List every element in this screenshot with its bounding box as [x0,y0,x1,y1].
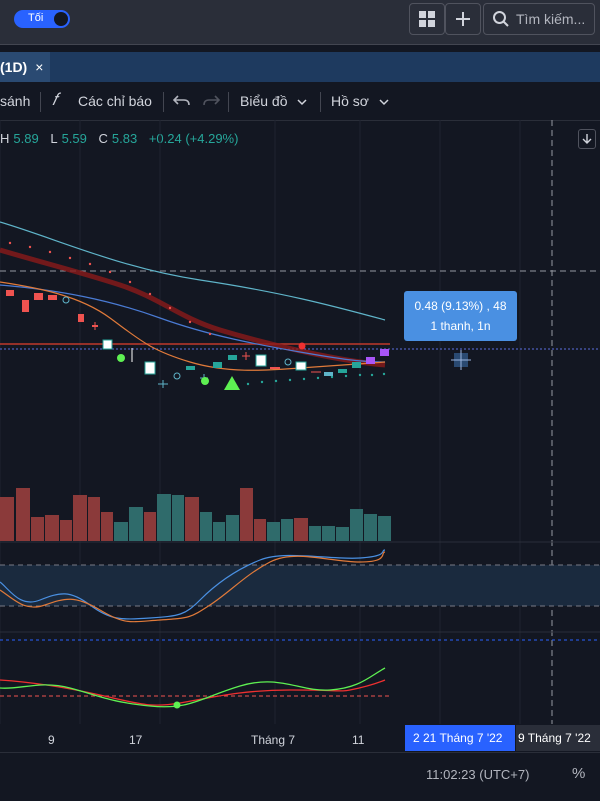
measure-tooltip: 0.48 (9.13%) , 48 1 thanh, 1n [404,291,517,341]
close-label: C [98,131,108,146]
time-tick: Tháng 7 [251,733,296,747]
tab-title: (1D) [0,59,28,75]
divider [228,92,229,112]
signal-dot [298,342,306,350]
oscillator-band [0,565,600,606]
chart-tab[interactable]: (1D) × [0,52,50,82]
theme-toggle-label: Tối [28,12,44,24]
indicators-button[interactable]: Các chỉ báo [78,93,152,109]
add-button[interactable] [445,3,481,35]
measure-marker-icon[interactable] [451,350,471,370]
close-icon[interactable]: × [35,59,44,75]
redo-icon[interactable] [202,94,220,108]
plus-icon [456,12,470,26]
divider [163,92,164,112]
indicator-line-red [0,679,386,706]
low-label: L [50,131,58,146]
stoch-k-line [0,549,386,620]
ma-line-long [0,221,386,321]
stoch-d-line [0,551,386,623]
undo-icon[interactable] [173,94,191,108]
low-value: 5.59 [61,131,87,146]
layout-grid-button[interactable] [409,3,445,35]
ma-line-mid [0,284,386,363]
status-bar: 11:02:23 (UTC+7) % [0,752,600,801]
high-label: H [0,131,10,146]
tooltip-line-2: 1 thanh, 1n [430,319,491,333]
chart-toolbar: sánh 𝑓 Các chỉ báo Biểu đồ Hồ sơ [0,84,600,121]
signal-dot [117,354,125,362]
time-axis[interactable]: 9 17 Tháng 7 11 [0,724,600,752]
candles [6,290,389,388]
arrow-down-icon [582,134,592,144]
divider [40,92,41,112]
volume-bars [0,488,391,541]
toggle-knob [54,12,68,26]
tooltip-line-1: 0.48 (9.13%) , 48 [414,299,507,313]
grid-icon [419,11,435,27]
divider [320,92,321,112]
price-chart[interactable] [0,120,600,724]
chart-menu-button[interactable]: Biểu đồ [240,93,288,109]
chevron-down-icon [297,99,307,106]
chevron-down-icon [379,99,389,106]
range-end-label: 9 Tháng 7 '22 [516,725,600,751]
change-value: +0.24 (+4.29%) [148,131,239,146]
time-tick: 17 [129,733,143,747]
time-tick: 11 [352,733,365,747]
fx-icon: 𝑓 [52,90,58,109]
ohlc-legend: H 5.89 L 5.59 C 5.83 +0.24 (+4.29%) [0,131,242,146]
close-value: 5.83 [111,131,138,146]
ma-line-short [0,281,386,371]
range-start-label: 2 21 Tháng 7 '22 [405,725,515,751]
top-bar: Tối Tìm kiếm... [0,0,600,45]
theme-toggle[interactable]: Tối [14,10,70,28]
indicator-line-green [0,667,386,708]
search-icon [493,11,509,27]
profile-menu-button[interactable]: Hồ sơ [331,93,369,109]
percent-toggle[interactable]: % [572,765,586,782]
search-box[interactable]: Tìm kiếm... [483,3,595,35]
buy-signal-triangle [224,376,240,390]
clock[interactable]: 11:02:23 (UTC+7) [426,767,530,782]
high-value: 5.89 [13,131,39,146]
signal-dot [173,701,181,709]
compare-button[interactable]: sánh [0,93,31,109]
tab-bar: (1D) × [0,52,600,82]
ma-band [0,247,386,368]
search-input[interactable]: Tìm kiếm... [516,11,586,27]
scroll-down-button[interactable] [578,129,596,149]
signal-dot [201,377,209,385]
time-tick: 9 [48,733,55,747]
